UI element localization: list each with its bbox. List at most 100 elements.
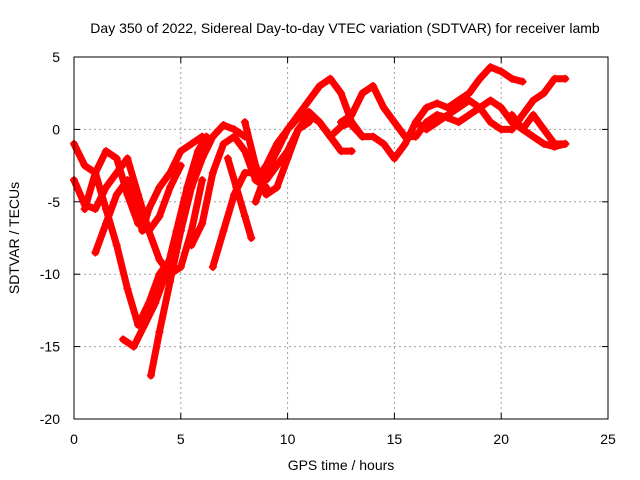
data-point bbox=[176, 161, 185, 170]
data-point bbox=[102, 147, 111, 156]
data-point bbox=[166, 277, 175, 286]
data-point bbox=[475, 74, 484, 83]
data-point bbox=[294, 113, 303, 122]
series-trace bbox=[412, 96, 516, 133]
data-point bbox=[465, 96, 474, 105]
data-point bbox=[102, 219, 111, 228]
data-point bbox=[240, 168, 249, 177]
series-trace bbox=[224, 154, 255, 242]
data-point bbox=[443, 110, 452, 119]
data-point bbox=[561, 139, 570, 148]
series-trace bbox=[252, 108, 356, 184]
x-tick-labels: 0 5 10 15 20 25 bbox=[70, 431, 616, 447]
data-point bbox=[112, 241, 121, 250]
data-point bbox=[219, 121, 228, 130]
data-point bbox=[518, 125, 527, 134]
data-point bbox=[155, 183, 164, 192]
data-point bbox=[443, 103, 452, 112]
data-point bbox=[232, 183, 241, 192]
y-tick-label: -20 bbox=[40, 411, 60, 427]
data-point bbox=[304, 108, 313, 117]
data-point bbox=[223, 154, 232, 163]
data-point bbox=[91, 168, 100, 177]
data-point bbox=[326, 74, 335, 83]
data-point bbox=[529, 96, 538, 105]
data-point bbox=[247, 234, 256, 242]
plot-frame bbox=[73, 56, 609, 420]
data-point bbox=[166, 183, 175, 192]
data-point bbox=[176, 147, 185, 156]
series-trace bbox=[81, 147, 185, 235]
series-arc-4 bbox=[80, 147, 185, 235]
data-point bbox=[119, 335, 128, 344]
y-axis-label: SDTVAR / TECUs bbox=[6, 182, 22, 294]
series-arc-3 bbox=[91, 132, 207, 257]
data-point bbox=[123, 154, 132, 163]
data-point bbox=[358, 132, 367, 141]
data-point bbox=[347, 121, 356, 130]
data-point bbox=[422, 118, 431, 127]
data-point bbox=[497, 125, 506, 134]
data-point bbox=[315, 118, 324, 127]
data-point bbox=[401, 139, 410, 148]
data-point bbox=[422, 103, 431, 112]
data-point bbox=[272, 139, 281, 148]
data-point bbox=[272, 183, 281, 192]
data-point bbox=[379, 139, 388, 148]
data-point bbox=[102, 183, 111, 192]
x-tick-label: 20 bbox=[493, 431, 509, 447]
data-point bbox=[465, 110, 474, 119]
series-arc-5 bbox=[119, 132, 211, 351]
data-point bbox=[369, 132, 378, 141]
data-point bbox=[251, 161, 260, 170]
data-point bbox=[166, 168, 175, 177]
data-point bbox=[507, 110, 516, 119]
data-point bbox=[369, 81, 378, 90]
data-point bbox=[486, 96, 495, 105]
data-point bbox=[240, 147, 249, 156]
data-point bbox=[240, 118, 249, 127]
x-tick-label: 10 bbox=[280, 431, 296, 447]
data-point bbox=[134, 190, 143, 199]
data-point bbox=[465, 89, 474, 98]
data-point bbox=[155, 255, 164, 264]
data-point bbox=[146, 371, 155, 380]
data-point bbox=[198, 219, 207, 228]
data-point bbox=[80, 161, 89, 170]
series-arc-17 bbox=[507, 110, 570, 151]
data-point bbox=[337, 147, 345, 156]
data-point bbox=[208, 132, 217, 141]
data-point bbox=[155, 328, 164, 337]
series-arc-12 bbox=[251, 108, 356, 185]
y-tick-label: 5 bbox=[52, 49, 60, 65]
data-point bbox=[80, 205, 89, 214]
data-point bbox=[198, 154, 207, 163]
data-point bbox=[379, 103, 388, 112]
data-point bbox=[433, 110, 442, 119]
data-point bbox=[539, 125, 548, 134]
data-point bbox=[304, 96, 313, 105]
y-tick-label: -15 bbox=[40, 339, 60, 355]
data-point bbox=[208, 168, 217, 177]
data-point bbox=[507, 125, 516, 134]
x-tick-label: 25 bbox=[600, 431, 616, 447]
data-point bbox=[219, 226, 228, 235]
data-point bbox=[187, 183, 196, 192]
data-point bbox=[358, 89, 367, 98]
data-point bbox=[155, 212, 164, 221]
y-tick-label: 0 bbox=[52, 121, 60, 137]
data-point bbox=[539, 139, 548, 148]
data-point bbox=[144, 205, 153, 214]
chart-title: Day 350 of 2022, Sidereal Day-to-day VTE… bbox=[90, 20, 600, 36]
data-point bbox=[134, 219, 143, 228]
data-point bbox=[176, 226, 185, 235]
data-series bbox=[70, 63, 570, 380]
data-point bbox=[390, 154, 399, 163]
data-point bbox=[91, 248, 100, 257]
data-point bbox=[193, 147, 202, 156]
data-point bbox=[187, 139, 196, 148]
data-point bbox=[315, 81, 324, 90]
data-point bbox=[550, 74, 559, 83]
y-tick-labels: 5 0 -5 -10 -15 -20 bbox=[40, 49, 60, 427]
y-tick-label: -10 bbox=[40, 266, 60, 282]
